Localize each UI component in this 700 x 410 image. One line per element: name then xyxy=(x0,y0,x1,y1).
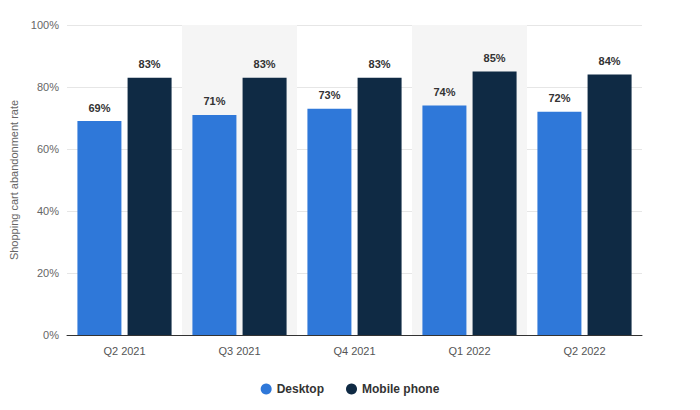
svg-text:83%: 83% xyxy=(254,58,276,70)
svg-text:69%: 69% xyxy=(88,102,110,114)
svg-text:100%: 100% xyxy=(31,19,59,31)
svg-text:0%: 0% xyxy=(43,329,59,341)
svg-text:83%: 83% xyxy=(369,58,391,70)
svg-text:20%: 20% xyxy=(37,267,59,279)
svg-text:Q3 2021: Q3 2021 xyxy=(218,345,260,357)
svg-text:Shopping cart abandonment rate: Shopping cart abandonment rate xyxy=(8,100,20,260)
svg-text:60%: 60% xyxy=(37,143,59,155)
svg-text:84%: 84% xyxy=(599,55,621,67)
svg-text:80%: 80% xyxy=(37,81,59,93)
svg-text:73%: 73% xyxy=(318,89,340,101)
svg-text:Q1 2022: Q1 2022 xyxy=(448,345,490,357)
svg-text:Mobile phone: Mobile phone xyxy=(362,382,440,396)
svg-text:83%: 83% xyxy=(139,58,161,70)
svg-text:40%: 40% xyxy=(37,205,59,217)
svg-text:Q4 2021: Q4 2021 xyxy=(333,345,375,357)
svg-text:71%: 71% xyxy=(203,95,225,107)
svg-text:Q2 2022: Q2 2022 xyxy=(563,345,605,357)
svg-text:Q2 2021: Q2 2021 xyxy=(103,345,145,357)
svg-text:85%: 85% xyxy=(484,52,506,64)
svg-text:Desktop: Desktop xyxy=(277,382,324,396)
svg-text:74%: 74% xyxy=(433,86,455,98)
svg-text:72%: 72% xyxy=(548,92,570,104)
